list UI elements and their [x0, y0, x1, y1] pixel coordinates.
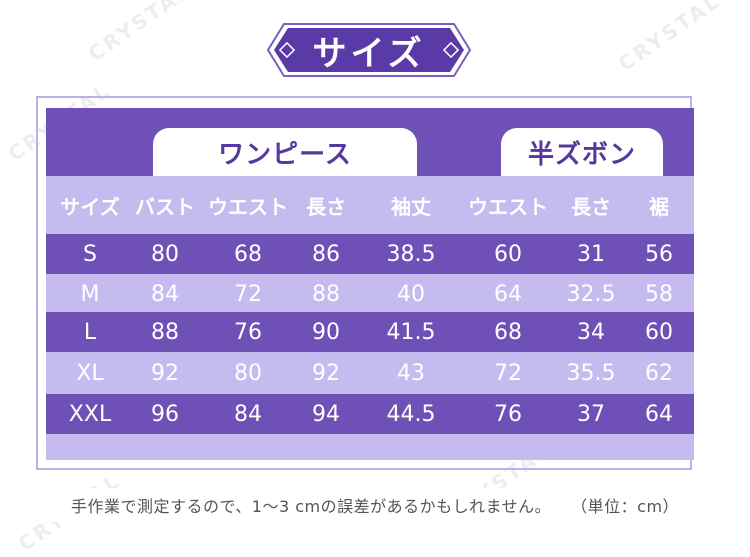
- cell-size: XL: [76, 360, 104, 386]
- cell-shorts-waist: 76: [494, 401, 522, 427]
- cell-waist: 84: [234, 401, 262, 427]
- header-hem: 裾: [649, 194, 669, 219]
- cell-length: 92: [312, 360, 340, 386]
- table-row: M 84 72 88 40 64 32.5 58: [46, 274, 694, 314]
- cell-shorts-waist: 64: [494, 281, 522, 307]
- cell-shorts-length: 32.5: [566, 281, 616, 307]
- table-row: XXL 96 84 94 44.5 76 37 64: [46, 394, 694, 434]
- cell-sleeve: 44.5: [386, 401, 436, 427]
- note-text: 手作業で測定するので、1〜3 cmの誤差があるかもしれません。: [70, 497, 552, 516]
- header-size: サイズ: [60, 194, 120, 219]
- cell-size: S: [83, 241, 97, 267]
- column-header-row: サイズ バスト ウエスト 長さ 袖丈 ウエスト 長さ 裾: [46, 176, 694, 234]
- measurement-note: 手作業で測定するので、1〜3 cmの誤差があるかもしれません。 （単位：cm）: [0, 488, 750, 522]
- size-table: ワンピース 半ズボン サイズ バスト ウエスト 長さ 袖丈 ウエスト 長さ 裾 …: [46, 108, 694, 460]
- cell-shorts-length: 35.5: [566, 360, 616, 386]
- cell-size: L: [83, 319, 97, 345]
- cell-hem: 60: [645, 319, 673, 345]
- cell-bust: 84: [151, 281, 179, 307]
- cell-sleeve: 41.5: [386, 319, 436, 345]
- cell-shorts-length: 34: [577, 319, 605, 345]
- cell-waist: 68: [234, 241, 262, 267]
- table-row: L 88 76 90 41.5 68 34 60: [46, 312, 694, 352]
- cell-bust: 92: [151, 360, 179, 386]
- header-bust: バスト: [135, 194, 195, 219]
- cell-shorts-length: 37: [577, 401, 605, 427]
- cell-sleeve: 38.5: [386, 241, 436, 267]
- cell-shorts-waist: 60: [494, 241, 522, 267]
- cell-shorts-waist: 72: [494, 360, 522, 386]
- cell-bust: 96: [151, 401, 179, 427]
- header-sleeve: 袖丈: [391, 194, 431, 219]
- cell-bust: 88: [151, 319, 179, 345]
- cell-waist: 72: [234, 281, 262, 307]
- cell-hem: 64: [645, 401, 673, 427]
- watermark: CRYSTAL: [613, 0, 726, 77]
- header-waist: ウエスト: [208, 194, 288, 219]
- header-length: 長さ: [306, 194, 346, 219]
- group-label-shorts: 半ズボン: [501, 128, 663, 176]
- title-badge-shape: [266, 23, 472, 77]
- cell-shorts-waist: 68: [494, 319, 522, 345]
- group-label-onepiece: ワンピース: [153, 128, 417, 176]
- header-shorts-length: 長さ: [571, 194, 611, 219]
- page-title: サイズ: [312, 33, 426, 74]
- cell-sleeve: 40: [397, 281, 425, 307]
- cell-waist: 76: [234, 319, 262, 345]
- cell-shorts-length: 31: [577, 241, 605, 267]
- table-row: S 80 68 86 38.5 60 31 56: [46, 234, 694, 274]
- cell-waist: 80: [234, 360, 262, 386]
- cell-length: 86: [312, 241, 340, 267]
- cell-length: 90: [312, 319, 340, 345]
- cell-size: XXL: [68, 401, 112, 427]
- header-shorts-waist: ウエスト: [468, 194, 548, 219]
- table-row: XL 92 80 92 43 72 35.5 62: [46, 352, 694, 394]
- cell-bust: 80: [151, 241, 179, 267]
- cell-length: 88: [312, 281, 340, 307]
- watermark: CRYSTAL: [83, 0, 196, 67]
- cell-sleeve: 43: [397, 360, 425, 386]
- cell-hem: 58: [645, 281, 673, 307]
- unit-note: （単位：cm）: [571, 497, 680, 516]
- cell-size: M: [80, 281, 100, 307]
- cell-hem: 56: [645, 241, 673, 267]
- title-badge: サイズ: [266, 18, 472, 82]
- cell-hem: 62: [645, 360, 673, 386]
- cell-length: 94: [312, 401, 340, 427]
